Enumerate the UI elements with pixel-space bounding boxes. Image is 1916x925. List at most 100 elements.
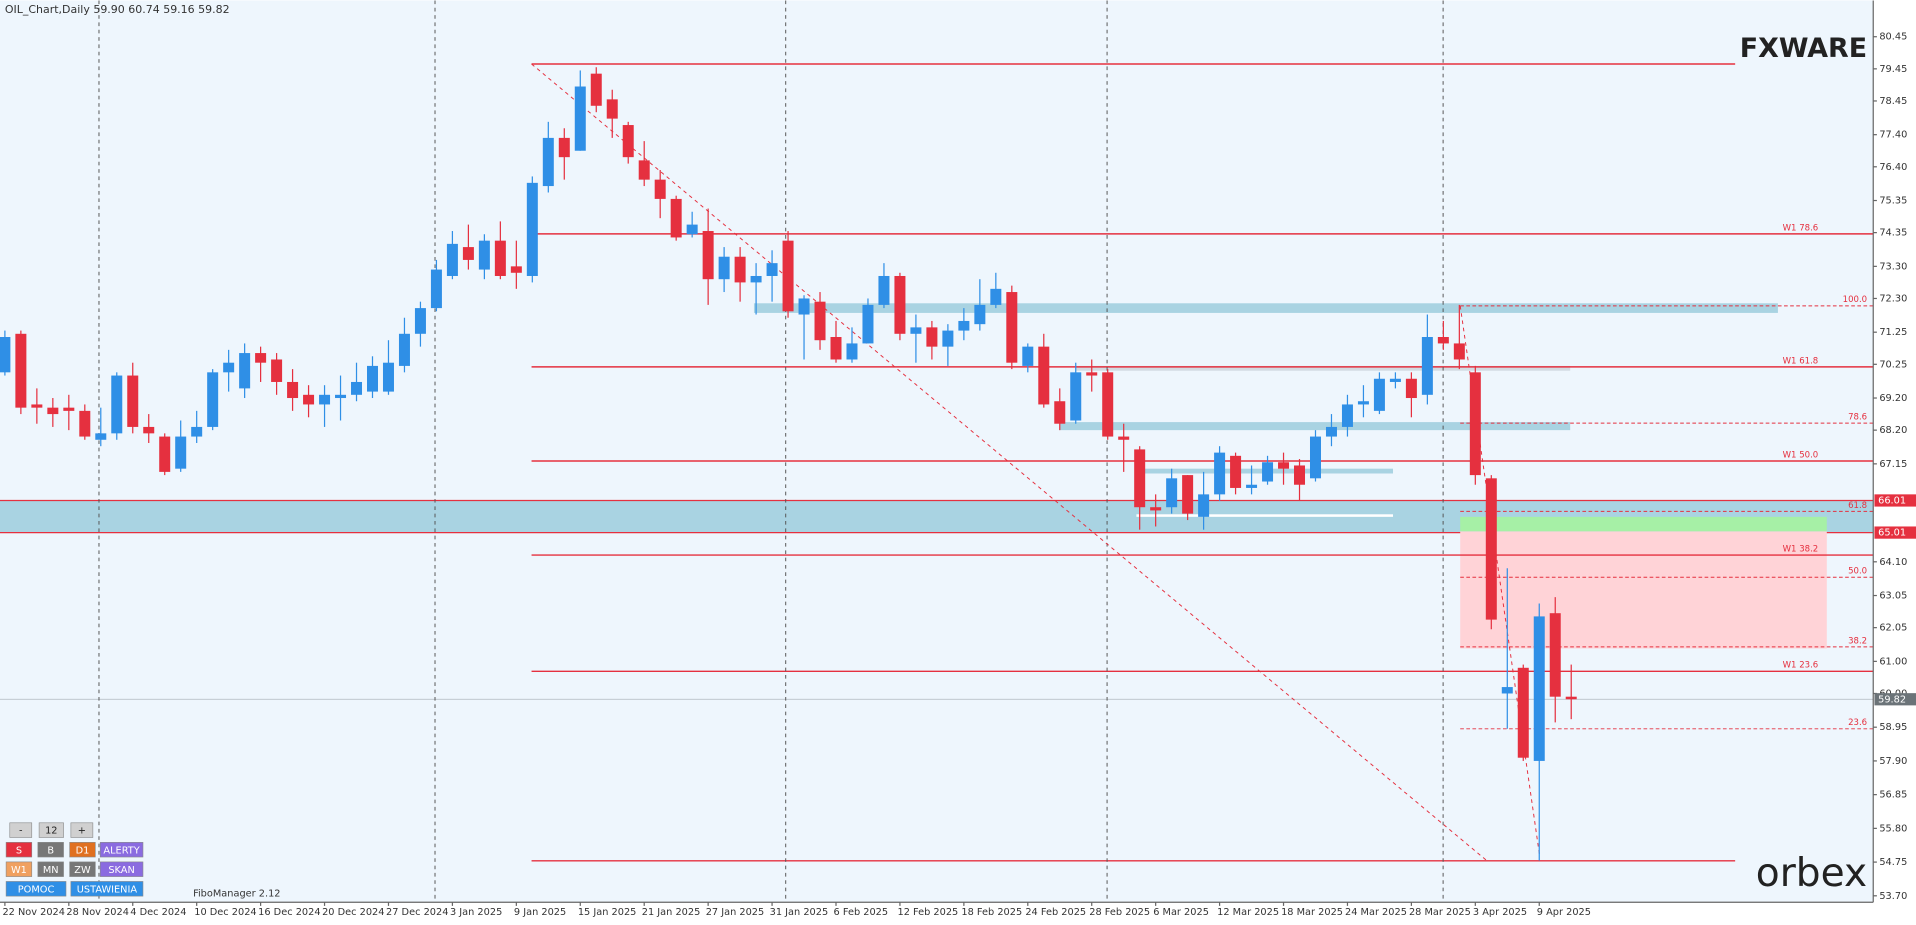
candle-body [606,99,618,119]
candle-body [590,73,602,106]
candle-body [398,333,410,366]
panel-button-label[interactable]: SKAN [108,865,134,876]
candle-body [638,160,650,180]
panel-button[interactable] [69,842,96,858]
weekly-level-label: W1 38.2 [1783,544,1819,554]
candle-body [462,247,474,260]
panel-button-label[interactable]: 12 [45,826,57,837]
panel-button[interactable] [70,822,94,838]
trend-line [1459,305,1541,856]
candle-body [622,125,634,158]
candle-body [1405,378,1417,399]
candle-body [446,243,458,276]
panel-button[interactable] [69,861,96,877]
candle-body [942,330,954,347]
x-tick-label: 9 Apr 2025 [1537,907,1591,918]
candle-body [1294,465,1306,485]
panel-button[interactable] [99,842,144,858]
panel-button[interactable] [70,881,144,897]
candle-body [63,407,75,411]
fib-level-label: 50.0 [1848,567,1867,577]
panel-button[interactable] [5,842,33,858]
panel-button-label[interactable]: D1 [76,845,90,856]
candle-body [846,343,858,360]
y-tick-label: 74.35 [1879,228,1907,239]
candle-body [335,394,347,399]
x-tick-label: 3 Apr 2025 [1473,907,1527,918]
candle-body [79,410,91,437]
price-marker [1874,526,1916,539]
panel-button[interactable] [99,861,144,877]
candle-body [1214,452,1226,495]
y-tick-label: 64.10 [1879,557,1907,568]
candle-body [478,240,490,270]
background-layer: W1 78.6 W1 61.8 W1 50.0 W1 38.2 W1 23.6 100.0… [0,63,1874,862]
panel-button[interactable] [38,822,64,838]
panel-button[interactable] [5,881,67,897]
panel-button-label[interactable]: + [78,826,86,837]
weekly-level-label: W1 50.0 [1783,450,1819,460]
panel-button-label[interactable]: POMOC [18,884,55,895]
panel-button-label[interactable]: ZW [74,865,91,876]
y-tick-label: 57.90 [1879,756,1907,767]
candle-body [814,301,826,341]
x-tick-label: 3 Jan 2025 [450,907,502,918]
y-tick-label: 73.30 [1879,261,1907,272]
panel-button[interactable] [9,822,33,838]
candle-body [255,353,267,363]
weekly-level-label: W1 61.8 [1783,356,1819,366]
candle-body [1166,478,1178,508]
x-tick-label: 4 Dec 2024 [130,907,186,918]
x-tick-label: 31 Jan 2025 [770,907,829,918]
candle-body [494,240,506,276]
panel-button-label[interactable]: USTAWIENIA [77,884,138,895]
candle-body [558,137,570,158]
x-tick-label: 28 Nov 2024 [66,907,129,918]
candle-body [223,362,235,373]
candle-body [1182,475,1194,514]
candle-body [734,256,746,283]
panel-button-label[interactable]: ALERTY [103,845,139,856]
y-tick-label: 77.40 [1879,130,1907,141]
panel-button[interactable] [37,861,64,877]
y-tick-label: 62.05 [1879,623,1907,634]
price-marker-label: 66.01 [1878,495,1906,506]
chart-header: OIL_Chart,Daily 59.90 60.74 59.16 59.82 [5,3,230,16]
candle-body [47,407,59,415]
candle-body [382,362,394,392]
candle-body [526,182,538,276]
candle-body [798,298,810,315]
fib-level-label: 100.0 [1843,295,1867,305]
control-panel: - 12 + S B D1 ALERTY W1 MN ZW SKAN POMOC USTAWIENIA [5,822,144,897]
candle-body [1549,613,1561,697]
zone [753,303,1778,313]
candle-body [143,426,155,434]
panel-button-label[interactable]: W1 [11,865,27,876]
price-marker-label: 65.01 [1878,528,1906,539]
y-tick-label: 69.20 [1879,393,1907,404]
candle-body [1373,378,1385,411]
x-tick-label: 6 Feb 2025 [834,907,889,918]
candle-body [319,394,331,405]
candle-body [1533,616,1545,761]
y-tick-label: 55.80 [1879,823,1907,834]
candle-body [1325,426,1337,437]
panel-button-label[interactable]: - [19,826,23,837]
candle-body [958,320,970,331]
candle-body [1389,378,1401,382]
panel-button[interactable] [5,861,33,877]
panel-button-label[interactable]: S [16,845,22,856]
price-marker [1874,693,1916,706]
panel-button-label[interactable]: B [47,845,54,856]
candle-body [351,381,363,395]
candle-body [1565,696,1577,700]
candle-body [175,436,187,469]
panel-button-label[interactable]: MN [43,865,59,876]
y-tick-label: 71.25 [1879,327,1907,338]
candle-body [718,256,730,280]
panel-button[interactable] [37,842,64,858]
plot-background [0,0,1874,903]
candle-body [1022,346,1034,366]
candle-body [95,433,107,440]
